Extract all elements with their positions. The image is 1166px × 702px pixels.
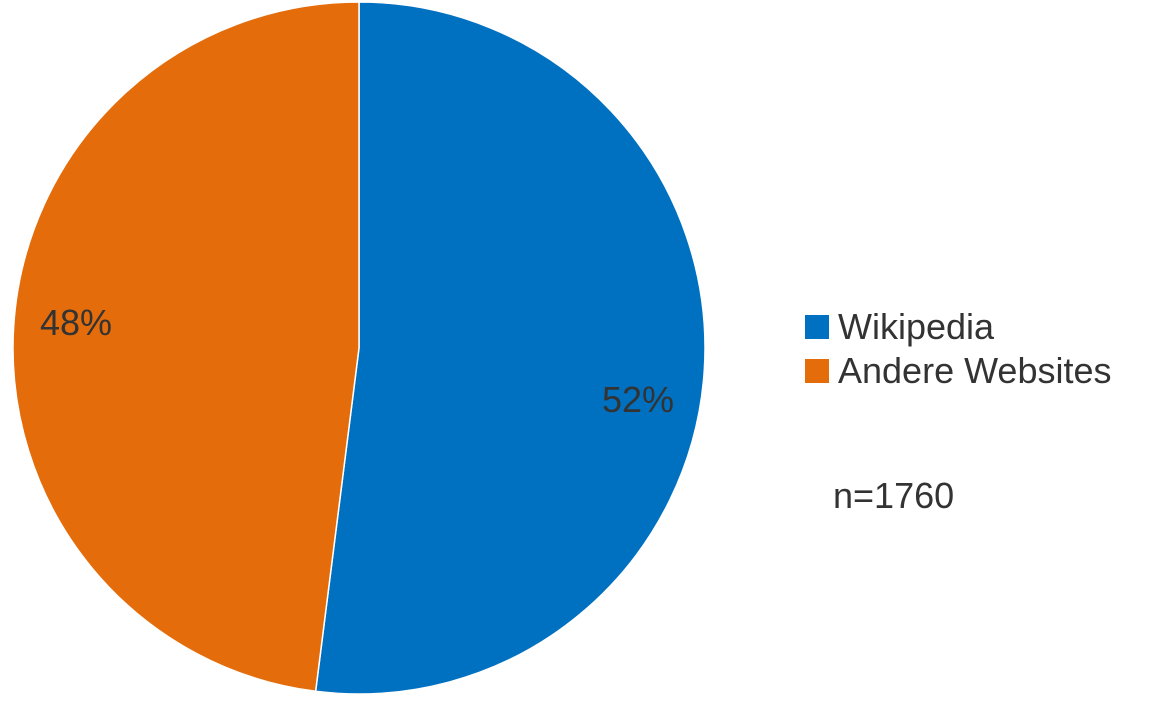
legend-swatch-andere-websites	[805, 359, 829, 383]
pie-slice-andere-websites[interactable]	[12, 1, 360, 693]
pie-slice-wikipedia[interactable]	[314, 1, 706, 695]
pie-labels: 52% 48%	[40, 302, 674, 420]
legend-swatch-wikipedia	[805, 315, 829, 339]
slice-label-andere-websites: 48%	[40, 302, 112, 343]
legend-item-wikipedia[interactable]: Wikipedia	[805, 305, 1111, 349]
slice-label-wikipedia: 52%	[602, 379, 674, 420]
pie-slices	[12, 1, 706, 695]
legend: Wikipedia Andere Websites	[805, 305, 1111, 393]
legend-item-andere-websites[interactable]: Andere Websites	[805, 349, 1111, 393]
legend-label-andere-websites: Andere Websites	[838, 350, 1112, 391]
legend-label-wikipedia: Wikipedia	[838, 306, 995, 347]
sample-size-note: n=1760	[833, 475, 955, 516]
